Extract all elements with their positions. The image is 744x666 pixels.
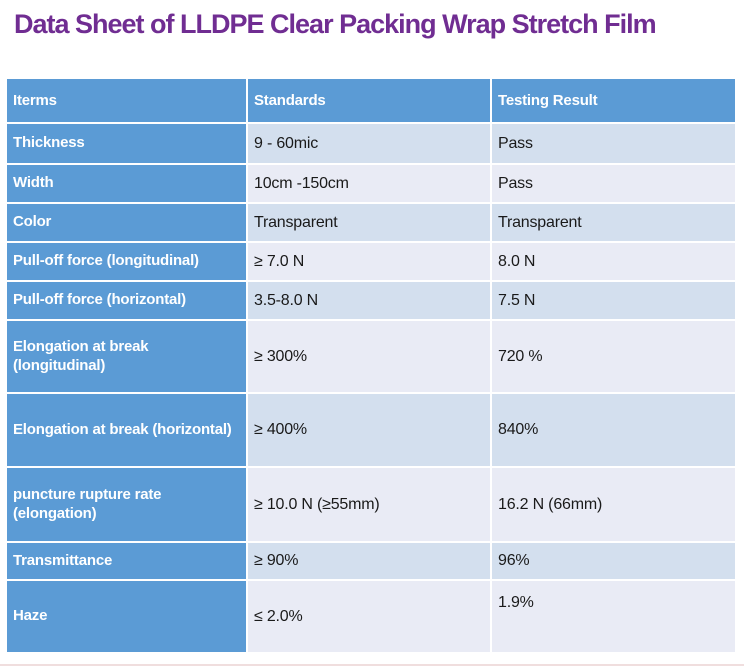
cell-item: Haze [5, 579, 248, 654]
cell-result: 8.0 N [490, 241, 737, 282]
table-row: Elongation at break (horizontal) ≥ 400% 84… [5, 392, 737, 468]
cell-item: Transmittance [5, 541, 248, 581]
table-row: Thickness 9 - 60mic Pass [5, 122, 737, 165]
header-items: Iterms [5, 77, 248, 124]
table-row: Pull-off force (horizontal) 3.5-8.0 N 7.5 … [5, 280, 737, 321]
cell-standard: 10cm -150cm [246, 163, 492, 204]
cell-standard: ≤ 2.0% [246, 579, 492, 654]
cell-result: 16.2 N (66mm) [490, 466, 737, 543]
table-row: Color Transparent Transparent [5, 202, 737, 243]
cell-item: Pull-off force (horizontal) [5, 280, 248, 321]
table-row: puncture rupture rate (elongation) ≥ 10.0… [5, 466, 737, 543]
table-row: Pull-off force (longitudinal) ≥ 7.0 N 8.0 … [5, 241, 737, 282]
cell-result: 1.9% [490, 579, 737, 654]
cell-result: Pass [490, 163, 737, 204]
data-sheet-table: Iterms Standards Testing Result Thicknes… [5, 77, 737, 654]
cell-standard: ≥ 10.0 N (≥55mm) [246, 466, 492, 543]
cell-standard: ≥ 300% [246, 319, 492, 394]
table-header: Iterms Standards Testing Result [5, 77, 737, 124]
table-row: Elongation at break (longitudinal) ≥ 300%… [5, 319, 737, 394]
cell-result: 840% [490, 392, 737, 468]
cell-result: 7.5 N [490, 280, 737, 321]
cell-standard: 3.5-8.0 N [246, 280, 492, 321]
table-body: Thickness 9 - 60mic Pass Width 10cm -150cm Pa… [5, 122, 737, 654]
header-standards: Standards [246, 77, 492, 124]
bottom-border [0, 664, 744, 666]
cell-item: Thickness [5, 122, 248, 165]
cell-standard: 9 - 60mic [246, 122, 492, 165]
table-row: Haze ≤ 2.0% 1.9% [5, 579, 737, 654]
cell-item: Elongation at break (longitudinal) [5, 319, 248, 394]
cell-item: Width [5, 163, 248, 204]
header-testing-result: Testing Result [490, 77, 737, 124]
cell-result: 720 % [490, 319, 737, 394]
page-title: Data Sheet of LLDPE Clear Packing Wrap S… [14, 9, 657, 39]
table-row: Transmittance ≥ 90% 96% [5, 541, 737, 581]
cell-item: Pull-off force (longitudinal) [5, 241, 248, 282]
table-row: Width 10cm -150cm Pass [5, 163, 737, 204]
cell-standard: ≥ 400% [246, 392, 492, 468]
table-header-row: Iterms Standards Testing Result [5, 77, 737, 124]
cell-standard: Transparent [246, 202, 492, 243]
cell-result: Pass [490, 122, 737, 165]
cell-standard: ≥ 90% [246, 541, 492, 581]
cell-item: Color [5, 202, 248, 243]
cell-item: puncture rupture rate (elongation) [5, 466, 248, 543]
cell-result: 96% [490, 541, 737, 581]
cell-result: Transparent [490, 202, 737, 243]
cell-standard: ≥ 7.0 N [246, 241, 492, 282]
cell-item: Elongation at break (horizontal) [5, 392, 248, 468]
